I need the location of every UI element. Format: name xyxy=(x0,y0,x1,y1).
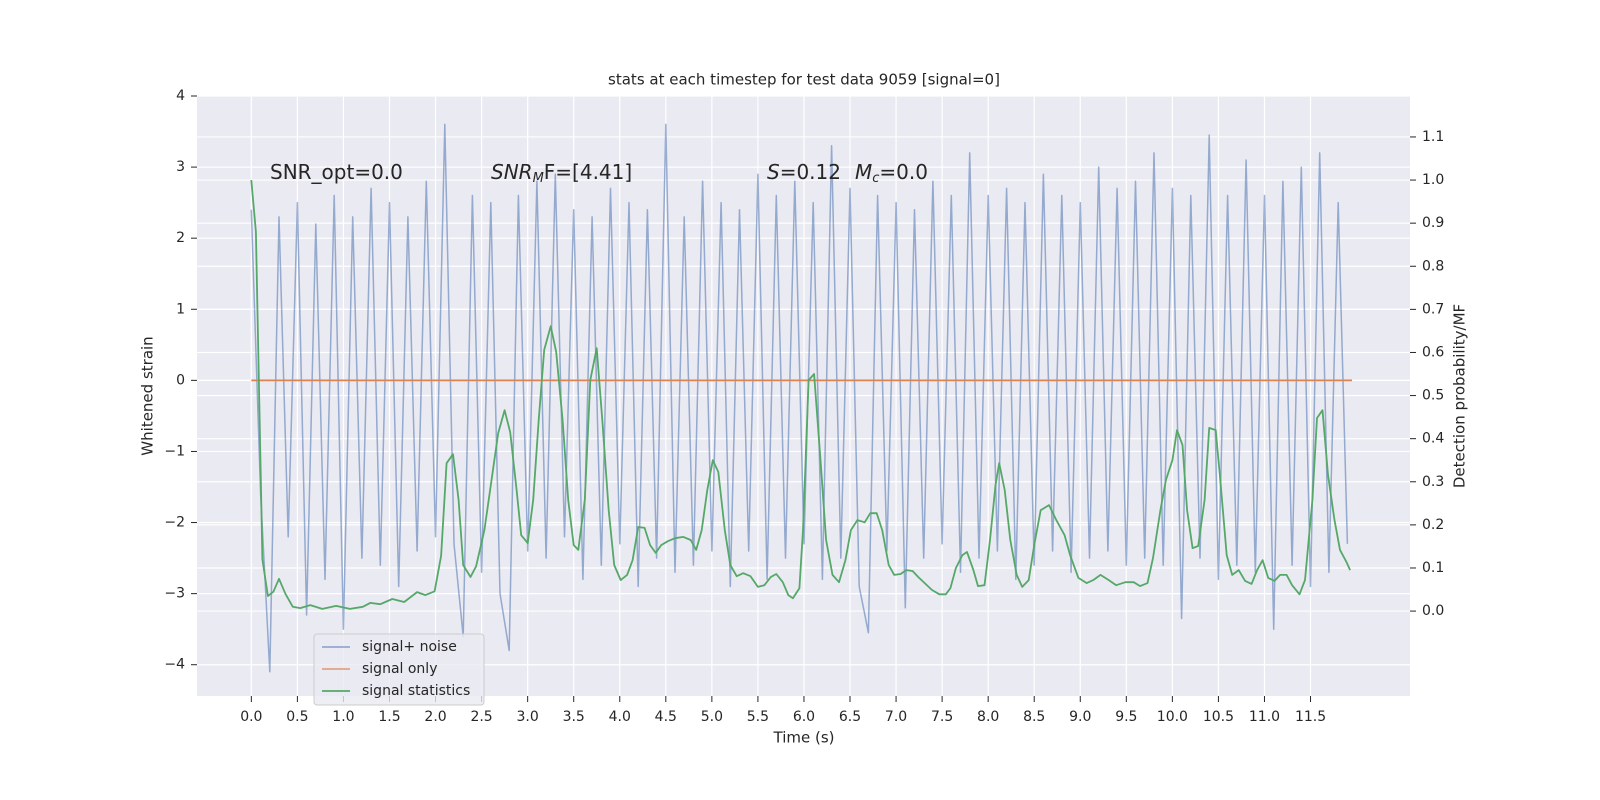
y-tick-label: −4 xyxy=(164,657,185,673)
chart-title: stats at each timestep for test data 905… xyxy=(608,71,1000,89)
x-tick-label: 1.0 xyxy=(332,709,354,725)
y2-tick-label: 0.4 xyxy=(1422,431,1444,447)
x-tick-label: 0.5 xyxy=(286,709,308,725)
x-tick-label: 9.5 xyxy=(1115,709,1137,725)
y2-tick-label: 0.6 xyxy=(1422,344,1444,360)
x-tick-label: 8.5 xyxy=(1023,709,1045,725)
x-tick-label: 6.5 xyxy=(839,709,861,725)
x-tick-label: 10.0 xyxy=(1157,709,1188,725)
y-tick-label: −2 xyxy=(164,515,185,531)
y-tick-label: −3 xyxy=(164,586,185,602)
y2-axis-label: Detection probability/MF xyxy=(1451,304,1469,488)
x-tick-label: 8.0 xyxy=(977,709,999,725)
annotation-part: S xyxy=(767,160,780,184)
x-axis-label: Time (s) xyxy=(773,729,835,747)
x-tick-label: 0.0 xyxy=(240,709,262,725)
legend-label: signal statistics xyxy=(362,683,470,699)
x-tick-label: 4.5 xyxy=(655,709,677,725)
y2-tick-label: 0.1 xyxy=(1422,560,1444,576)
y2-tick-label: 0.7 xyxy=(1422,301,1444,317)
annotation: SNRMF=[4.41] xyxy=(491,160,632,186)
y-tick-label: 0 xyxy=(176,372,185,388)
y2-tick-label: 1.0 xyxy=(1422,172,1444,188)
y2-tick-label: 1.1 xyxy=(1422,129,1444,145)
x-tick-label: 11.0 xyxy=(1249,709,1280,725)
y-tick-label: 4 xyxy=(176,88,185,104)
legend-box xyxy=(313,633,485,706)
x-tick-label: 7.0 xyxy=(885,709,907,725)
x-tick-label: 1.5 xyxy=(378,709,400,725)
annotation-part: =0.0 xyxy=(879,160,928,184)
series-line xyxy=(250,123,1349,673)
y-tick-label: 2 xyxy=(176,230,185,246)
y-tick-label: 3 xyxy=(176,159,185,175)
x-tick-label: 11.5 xyxy=(1295,709,1326,725)
x-tick-label: 5.0 xyxy=(701,709,723,725)
annotation-part: SNR xyxy=(491,160,533,184)
y2-tick-label: 0.3 xyxy=(1422,474,1444,490)
legend-label: signal+ noise xyxy=(362,639,457,655)
legend-label: signal only xyxy=(362,661,437,677)
x-tick-label: 3.0 xyxy=(517,709,539,725)
annotation-part: M xyxy=(533,171,544,186)
annotation-part: M xyxy=(855,160,872,184)
y2-tick-label: 0.8 xyxy=(1422,258,1444,274)
series-line xyxy=(250,180,1351,610)
annotation-part: F=[4.41] xyxy=(544,160,632,184)
annotation-part: =0.12 xyxy=(780,160,841,184)
x-tick-label: 2.0 xyxy=(424,709,446,725)
x-tick-label: 2.5 xyxy=(470,709,492,725)
x-tick-label: 7.5 xyxy=(931,709,953,725)
y-tick-label: 1 xyxy=(176,301,185,317)
y2-tick-label: 0.0 xyxy=(1422,603,1444,619)
y2-tick-label: 0.5 xyxy=(1422,388,1444,404)
x-tick-label: 3.5 xyxy=(563,709,585,725)
y2-tick-label: 0.9 xyxy=(1422,215,1444,231)
y2-tick-label: 0.2 xyxy=(1422,517,1444,533)
x-tick-label: 9.0 xyxy=(1069,709,1091,725)
legend: signal+ noise signal only signal statistic… xyxy=(313,633,485,706)
annotation-part: c xyxy=(872,171,879,186)
annotation: SNR_opt=0.0 xyxy=(270,160,403,184)
x-tick-label: 5.5 xyxy=(747,709,769,725)
x-tick-label: 4.0 xyxy=(609,709,631,725)
labels: 0.0 0.5 1.0 1.5 2.0 2.5 3.0 3.5 4.0 4.5 5.0 5.5 6.0 6… xyxy=(164,88,1444,725)
y-axis-label: Whitened strain xyxy=(139,336,157,455)
y-tick-label: −1 xyxy=(164,443,185,459)
x-tick-label: 10.5 xyxy=(1203,709,1234,725)
marks xyxy=(250,123,1352,673)
annotation-part: SNR_opt=0.0 xyxy=(270,160,403,184)
annotation: S=0.12 Mc=0.0 xyxy=(767,160,928,186)
x-tick-label: 6.0 xyxy=(793,709,815,725)
